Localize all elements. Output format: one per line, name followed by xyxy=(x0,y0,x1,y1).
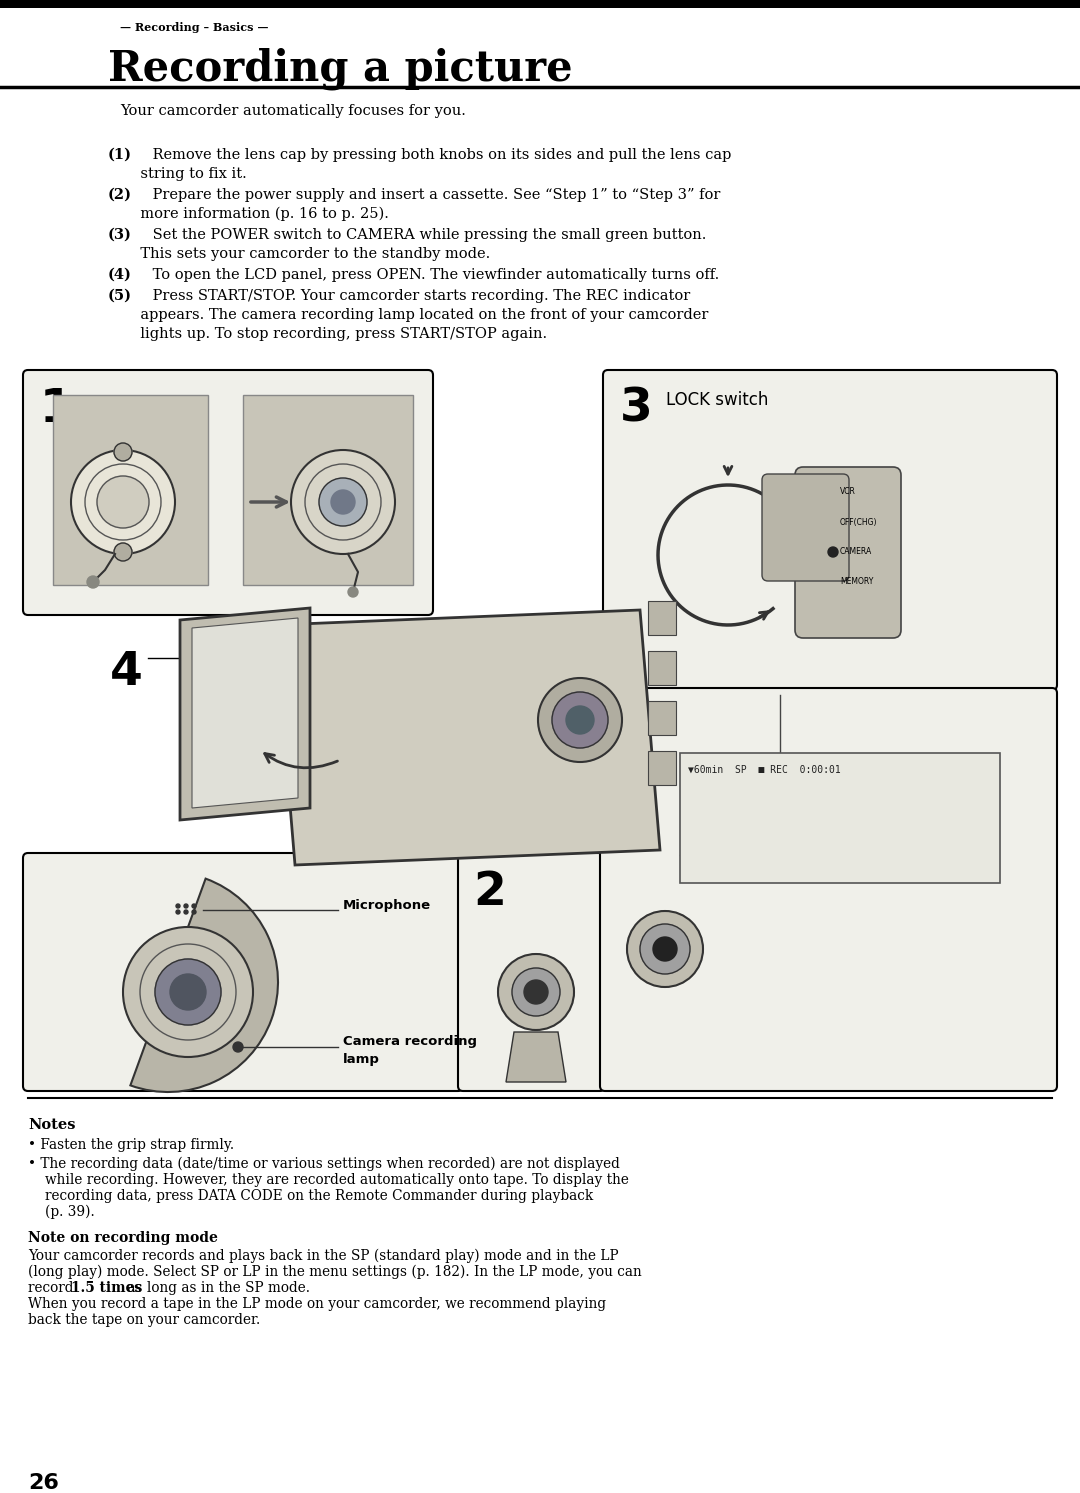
Text: appears. The camera recording lamp located on the front of your camcorder: appears. The camera recording lamp locat… xyxy=(108,308,708,322)
Text: CAMERA: CAMERA xyxy=(840,548,873,557)
Circle shape xyxy=(156,959,221,1026)
FancyBboxPatch shape xyxy=(603,370,1057,690)
Text: 1.5 times: 1.5 times xyxy=(71,1281,141,1294)
Text: When you record a tape in the LP mode on your camcorder, we recommend playing: When you record a tape in the LP mode on… xyxy=(28,1297,606,1311)
Circle shape xyxy=(552,691,608,748)
Text: Remove the lens cap by pressing both knobs on its sides and pull the lens cap: Remove the lens cap by pressing both kno… xyxy=(148,148,731,163)
Text: — Recording – Basics —: — Recording – Basics — xyxy=(120,22,269,33)
Circle shape xyxy=(330,490,355,514)
FancyBboxPatch shape xyxy=(600,688,1057,1091)
Circle shape xyxy=(640,924,690,973)
Circle shape xyxy=(170,973,206,1009)
Bar xyxy=(243,396,413,585)
Bar xyxy=(648,751,676,785)
Text: 3: 3 xyxy=(620,387,652,431)
Circle shape xyxy=(524,979,548,1003)
Circle shape xyxy=(176,911,180,914)
Text: (1): (1) xyxy=(108,148,132,163)
Text: 26: 26 xyxy=(28,1474,59,1493)
Circle shape xyxy=(87,576,99,588)
Circle shape xyxy=(71,449,175,554)
Text: Microphone: Microphone xyxy=(343,899,431,912)
Text: Camera recording: Camera recording xyxy=(343,1035,477,1048)
Text: while recording. However, they are recorded automatically onto tape. To display : while recording. However, they are recor… xyxy=(45,1173,629,1187)
Text: Your camcorder records and plays back in the SP (standard play) mode and in the : Your camcorder records and plays back in… xyxy=(28,1250,619,1263)
Circle shape xyxy=(498,954,573,1030)
Bar xyxy=(648,651,676,685)
Text: Notes: Notes xyxy=(28,1118,76,1132)
Text: (3): (3) xyxy=(108,228,132,242)
Circle shape xyxy=(233,1042,243,1053)
Circle shape xyxy=(566,706,594,735)
Text: lamp: lamp xyxy=(343,1053,380,1066)
Circle shape xyxy=(123,927,253,1057)
Circle shape xyxy=(319,478,367,526)
Text: To open the LCD panel, press OPEN. The viewfinder automatically turns off.: To open the LCD panel, press OPEN. The v… xyxy=(148,269,719,282)
Text: This sets your camcorder to the standby mode.: This sets your camcorder to the standby … xyxy=(108,246,490,261)
FancyBboxPatch shape xyxy=(458,853,605,1091)
Circle shape xyxy=(627,911,703,987)
Circle shape xyxy=(348,587,357,597)
Text: back the tape on your camcorder.: back the tape on your camcorder. xyxy=(28,1312,260,1327)
Circle shape xyxy=(653,938,677,961)
Text: (2): (2) xyxy=(108,188,132,202)
Text: Recording a picture: Recording a picture xyxy=(108,48,572,91)
Text: (long play) mode. Select SP or LP in the menu settings (p. 182). In the LP mode,: (long play) mode. Select SP or LP in the… xyxy=(28,1265,642,1280)
Text: ▼60min  SP  ■ REC  0:00:01: ▼60min SP ■ REC 0:00:01 xyxy=(688,764,840,775)
FancyBboxPatch shape xyxy=(762,473,849,581)
Bar xyxy=(53,396,208,585)
Text: Your camcorder automatically focuses for you.: Your camcorder automatically focuses for… xyxy=(120,105,465,118)
Circle shape xyxy=(828,546,838,557)
Text: string to fix it.: string to fix it. xyxy=(108,167,246,181)
Text: Note on recording mode: Note on recording mode xyxy=(28,1232,218,1245)
Wedge shape xyxy=(131,879,278,1091)
Circle shape xyxy=(184,903,188,908)
FancyBboxPatch shape xyxy=(23,853,463,1091)
Text: recording data, press DATA CODE on the Remote Commander during playback: recording data, press DATA CODE on the R… xyxy=(45,1188,593,1203)
Text: as long as in the SP mode.: as long as in the SP mode. xyxy=(123,1281,310,1294)
Text: 1: 1 xyxy=(40,387,72,431)
Bar xyxy=(0,0,1080,7)
Circle shape xyxy=(114,543,132,561)
Polygon shape xyxy=(192,618,298,808)
Circle shape xyxy=(114,443,132,461)
Text: Set the POWER switch to CAMERA while pressing the small green button.: Set the POWER switch to CAMERA while pre… xyxy=(148,228,706,242)
Circle shape xyxy=(97,476,149,529)
Circle shape xyxy=(512,967,561,1017)
Text: 2: 2 xyxy=(473,870,505,915)
FancyBboxPatch shape xyxy=(795,467,901,638)
Polygon shape xyxy=(180,608,310,820)
Text: (4): (4) xyxy=(108,269,132,282)
Circle shape xyxy=(192,911,195,914)
FancyBboxPatch shape xyxy=(23,370,433,615)
Text: 4: 4 xyxy=(110,649,143,696)
Circle shape xyxy=(291,449,395,554)
Text: Prepare the power supply and insert a cassette. See “Step 1” to “Step 3” for: Prepare the power supply and insert a ca… xyxy=(148,188,720,202)
Text: (p. 39).: (p. 39). xyxy=(45,1205,95,1220)
Circle shape xyxy=(192,903,195,908)
Polygon shape xyxy=(275,611,660,864)
Text: MEMORY: MEMORY xyxy=(840,578,874,587)
Text: • Fasten the grip strap firmly.: • Fasten the grip strap firmly. xyxy=(28,1138,234,1153)
Text: • The recording data (date/time or various settings when recorded) are not displ: • The recording data (date/time or vario… xyxy=(28,1157,620,1172)
Circle shape xyxy=(184,911,188,914)
Polygon shape xyxy=(507,1032,566,1082)
Bar xyxy=(648,602,676,635)
Text: (5): (5) xyxy=(108,290,132,303)
Circle shape xyxy=(176,903,180,908)
Text: LOCK switch: LOCK switch xyxy=(666,391,768,409)
Text: more information (p. 16 to p. 25).: more information (p. 16 to p. 25). xyxy=(108,208,389,221)
Text: lights up. To stop recording, press START/STOP again.: lights up. To stop recording, press STAR… xyxy=(108,327,548,340)
Text: VCR: VCR xyxy=(840,488,855,497)
Bar xyxy=(680,752,1000,882)
Text: 5: 5 xyxy=(617,705,650,749)
Text: Press START/STOP. Your camcorder starts recording. The REC indicator: Press START/STOP. Your camcorder starts … xyxy=(148,290,690,303)
Bar xyxy=(648,702,676,735)
Text: record: record xyxy=(28,1281,78,1294)
Text: OFF(CHG): OFF(CHG) xyxy=(840,518,877,527)
Circle shape xyxy=(538,678,622,761)
